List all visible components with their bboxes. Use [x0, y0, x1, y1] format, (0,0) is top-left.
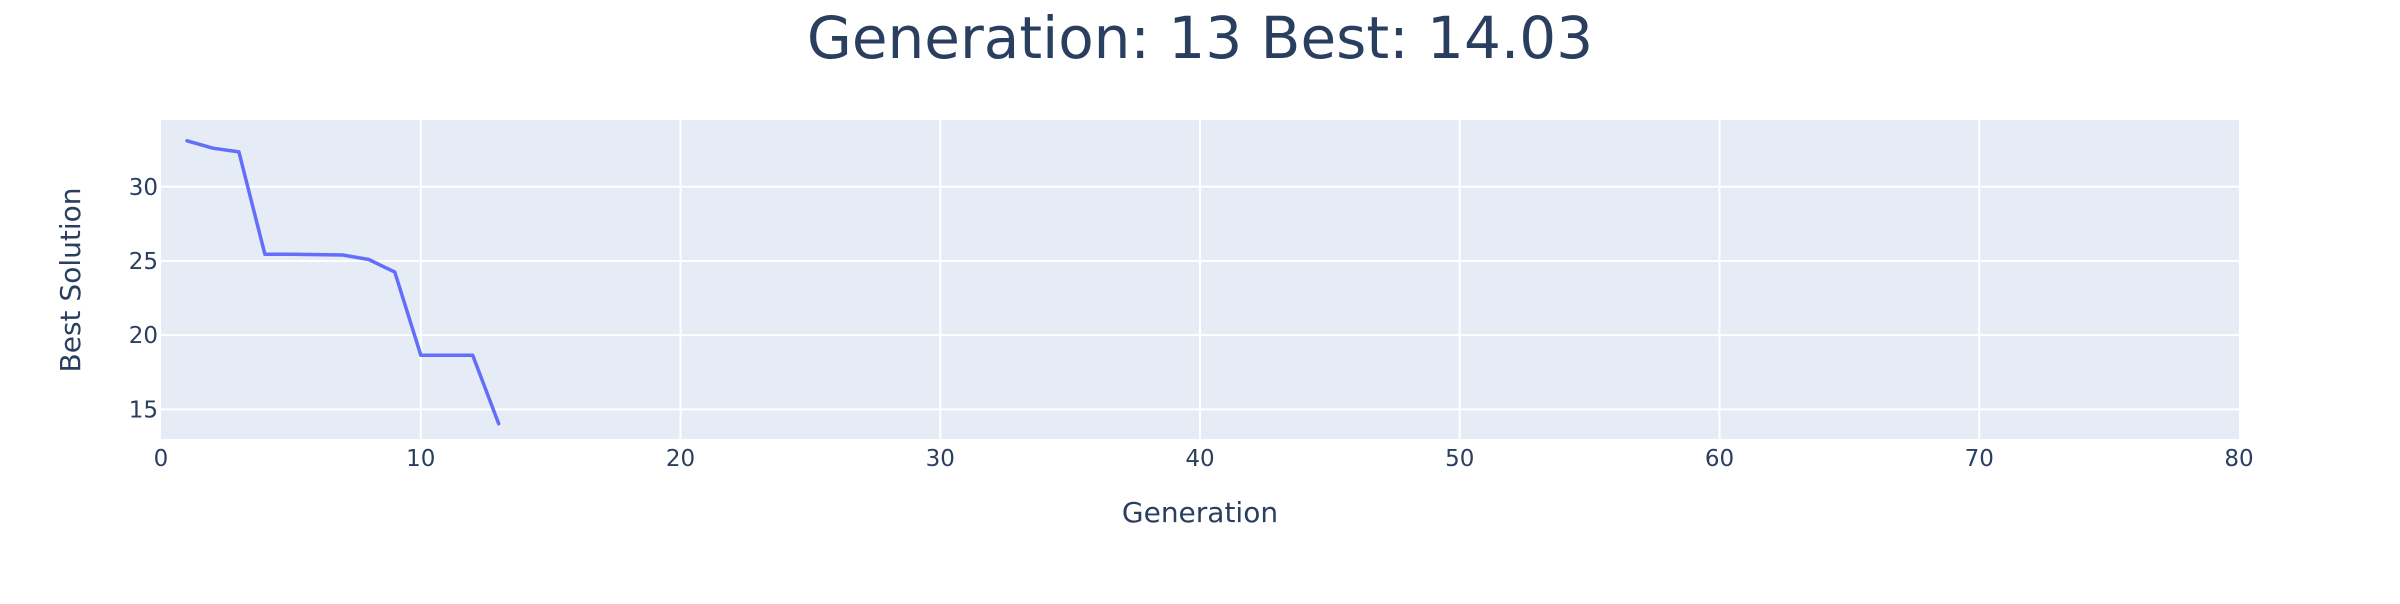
chart-title: Generation: 13 Best: 14.03 [807, 4, 1593, 72]
x-gridlines [419, 120, 1981, 439]
y-tick-label: 25 [129, 249, 158, 275]
x-axis-ticks: 0 10 20 30 40 50 60 70 80 [154, 446, 2254, 472]
x-axis-title: Generation [1122, 496, 1278, 529]
x-tick-label: 80 [2224, 446, 2253, 472]
y-tick-label: 30 [129, 175, 158, 201]
x-tick-label: 60 [1705, 446, 1734, 472]
x-tick-label: 20 [666, 446, 695, 472]
y-axis-ticks: 15 20 25 30 [129, 175, 158, 424]
x-tick-label: 70 [1965, 446, 1994, 472]
x-tick-label: 0 [154, 446, 169, 472]
x-tick-label: 50 [1445, 446, 1474, 472]
x-tick-label: 30 [926, 446, 955, 472]
y-gridlines [161, 185, 2239, 411]
series-line [185, 139, 501, 426]
series-layer [185, 139, 501, 426]
y-axis-title: Best Solution [54, 188, 87, 373]
y-tick-label: 20 [129, 323, 158, 349]
y-tick-label: 15 [129, 397, 158, 423]
x-tick-label: 40 [1185, 446, 1214, 472]
x-tick-label: 10 [406, 446, 435, 472]
